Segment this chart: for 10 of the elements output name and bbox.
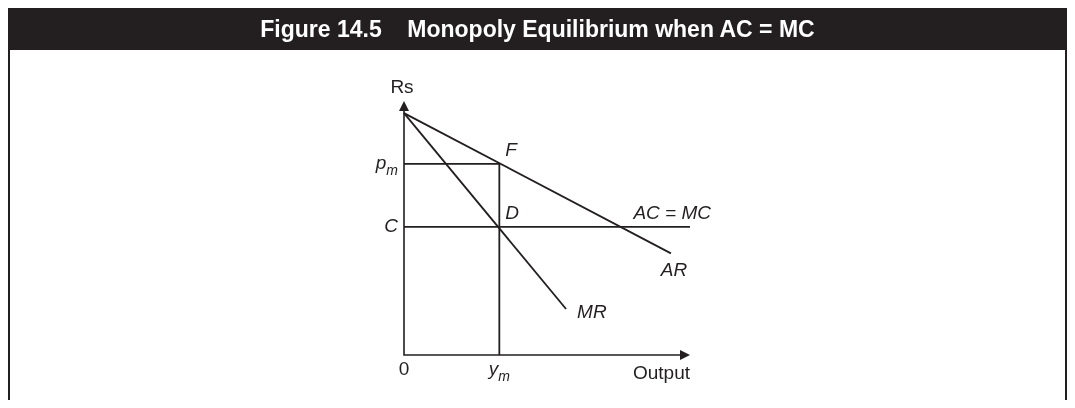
chart-title: Figure 14.5 Monopoly Equilibrium when AC = MC bbox=[10, 8, 1065, 50]
series-label: AR bbox=[659, 258, 688, 280]
series-label: AC = MC bbox=[632, 202, 712, 224]
series-label: MR bbox=[577, 301, 607, 323]
annotation: D bbox=[505, 202, 520, 224]
annotation: C bbox=[384, 215, 399, 237]
x-tick-label: 0 bbox=[398, 358, 410, 380]
annotation: F bbox=[505, 139, 519, 161]
y-axis-title: Rs bbox=[390, 76, 414, 98]
x-axis-title: Output bbox=[632, 362, 691, 384]
